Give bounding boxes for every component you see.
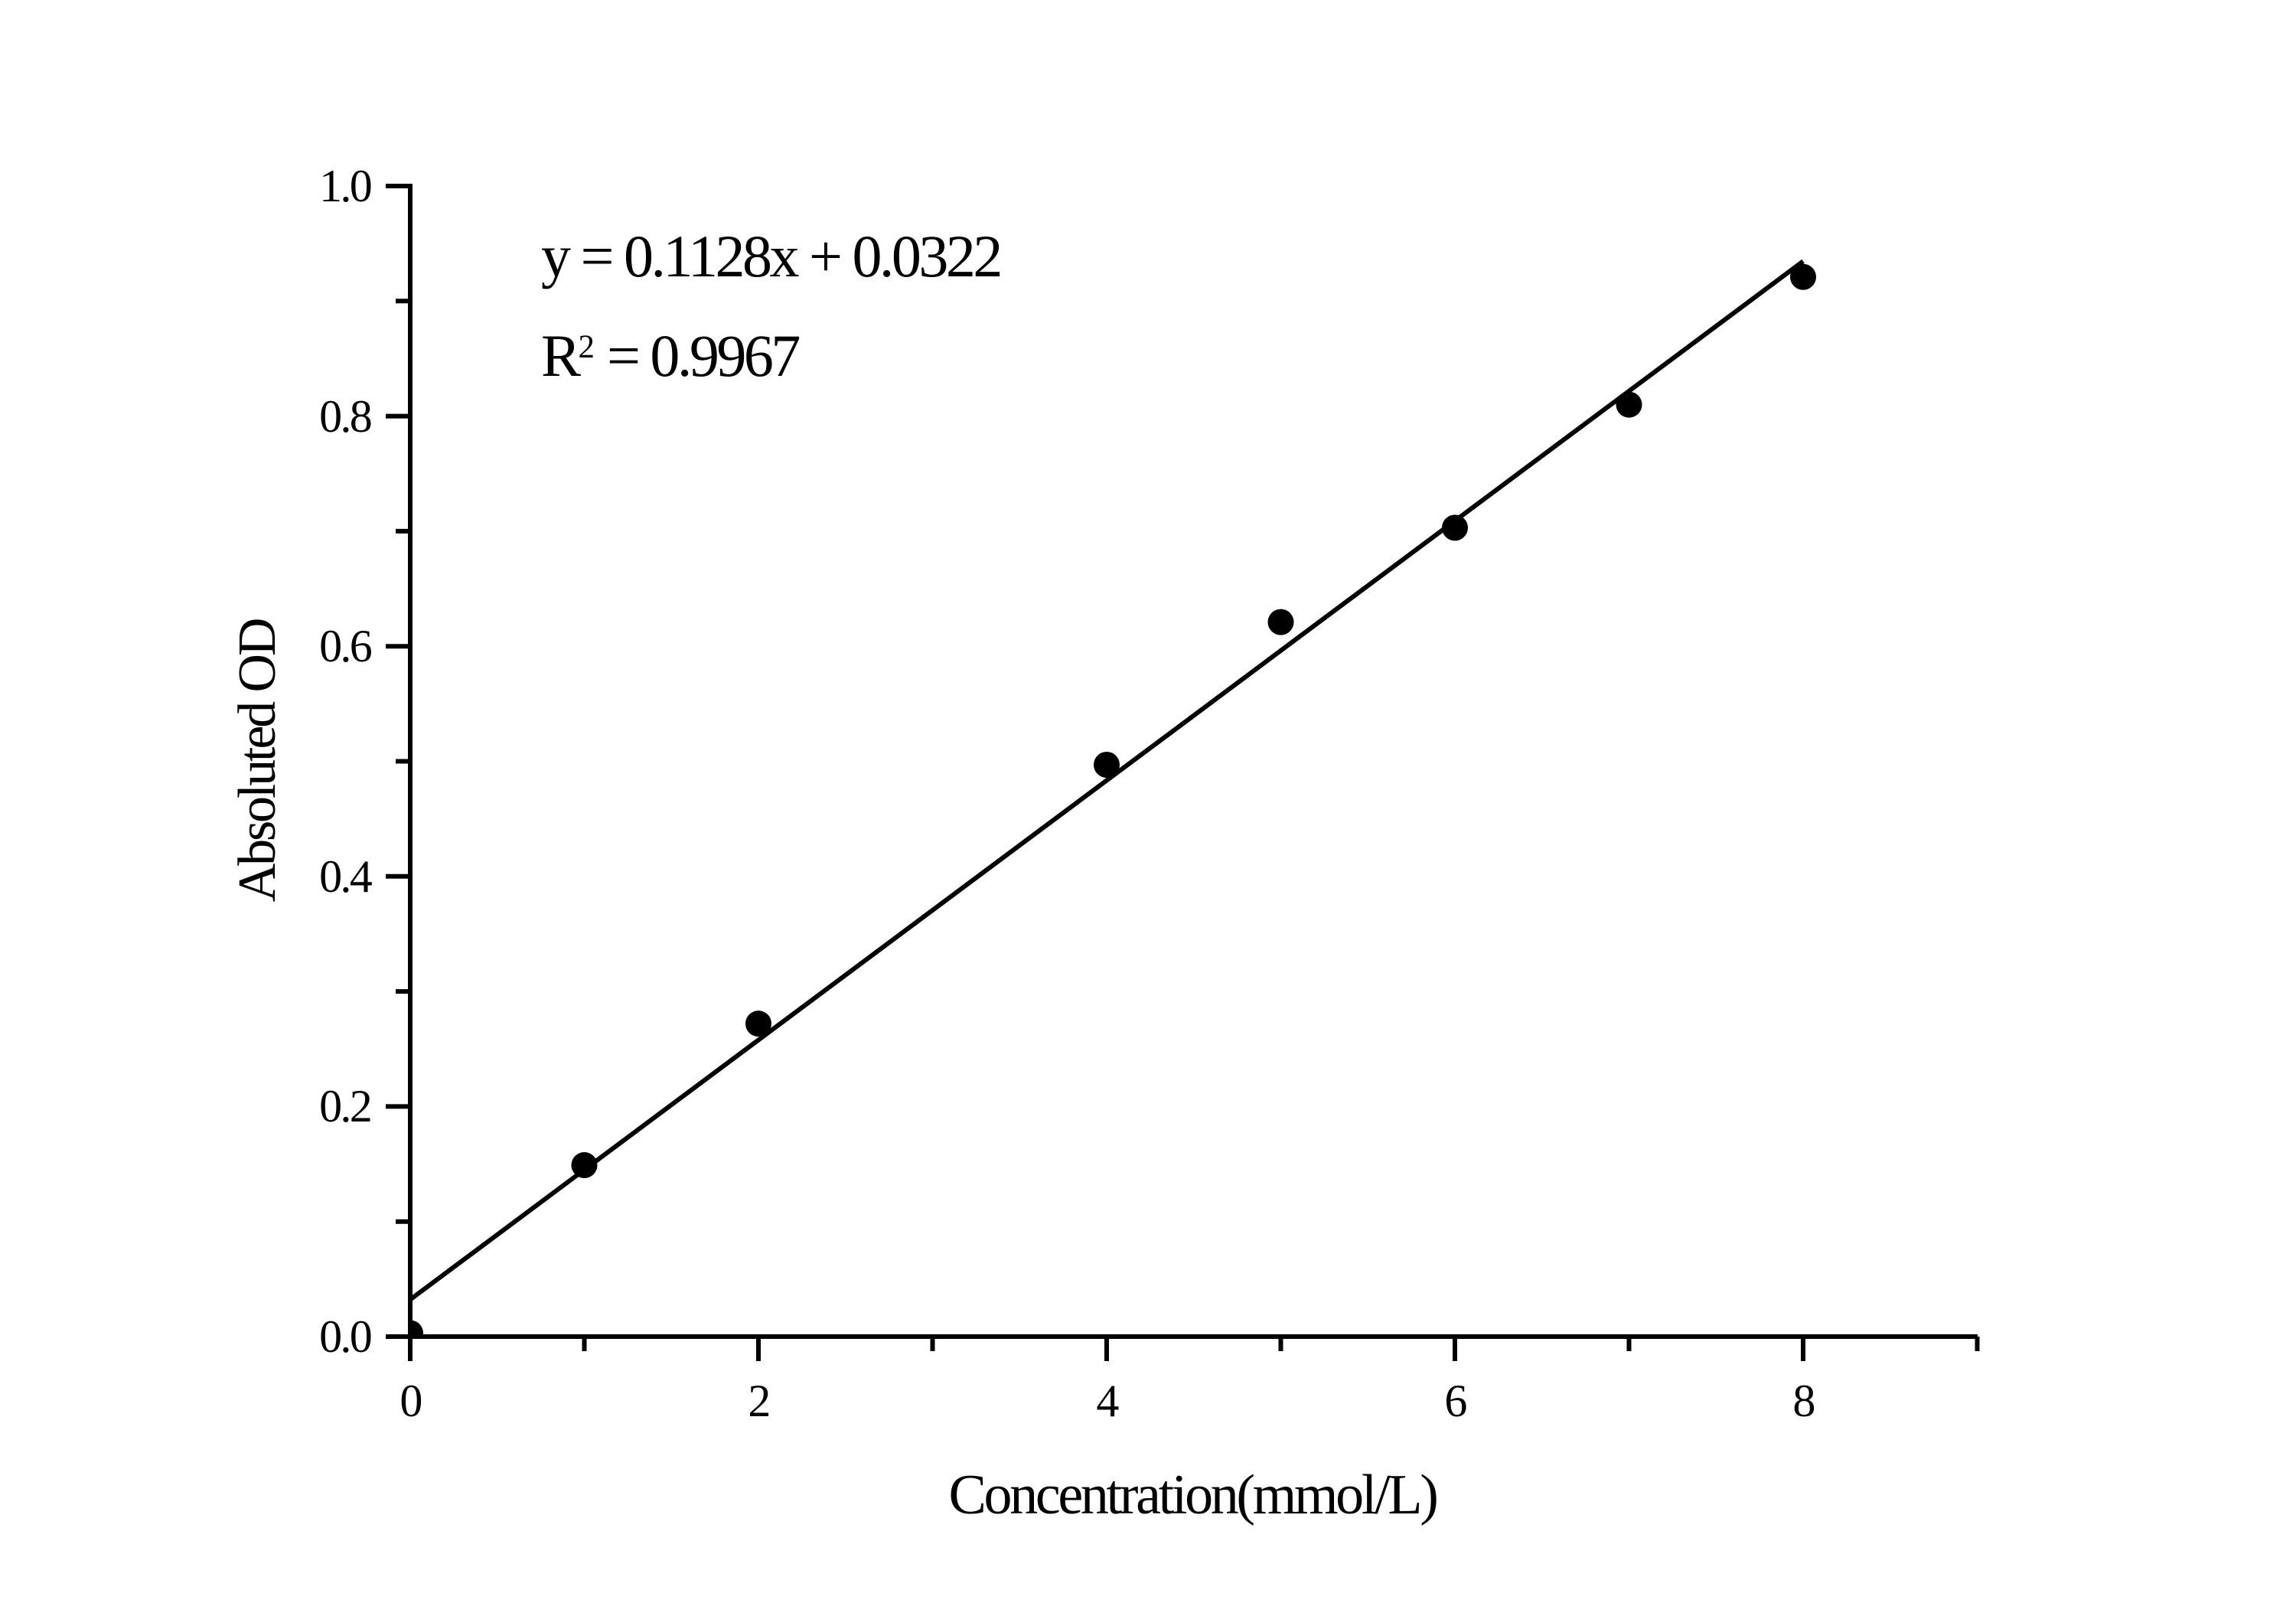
x-tick-label: 8 bbox=[1792, 1376, 1815, 1426]
data-point bbox=[1790, 263, 1816, 290]
data-point bbox=[745, 1010, 771, 1037]
data-point bbox=[1616, 391, 1642, 418]
x-tick-label: 0 bbox=[400, 1376, 422, 1426]
y-tick-label: 1.0 bbox=[319, 161, 373, 211]
r-squared-superscript: 2 bbox=[578, 329, 595, 366]
y-tick-label: 0.6 bbox=[319, 621, 373, 672]
y-tick-label: 0.4 bbox=[319, 850, 373, 902]
y-tick-label: 0.8 bbox=[319, 390, 373, 442]
y-tick-label: 0.0 bbox=[319, 1311, 373, 1362]
x-axis-title: Concentration(mmol/L) bbox=[948, 1464, 1438, 1526]
fit-line bbox=[409, 259, 1805, 1302]
data-point bbox=[571, 1152, 598, 1179]
x-tick-label: 6 bbox=[1444, 1376, 1467, 1426]
data-point bbox=[1094, 752, 1120, 779]
r-squared-base: R bbox=[541, 322, 581, 389]
x-tick-label: 2 bbox=[748, 1376, 771, 1426]
r-squared-value: = 0.9967 bbox=[594, 322, 801, 389]
axes-layer bbox=[386, 184, 1980, 1361]
data-point bbox=[1267, 609, 1294, 635]
data-point bbox=[1442, 514, 1468, 541]
y-axis-title: Absoluted OD bbox=[228, 619, 287, 903]
fit-equation: y = 0.1128x + 0.0322 bbox=[541, 223, 1003, 289]
r-squared: R2 = 0.9967 bbox=[541, 326, 801, 386]
x-tick-label: 4 bbox=[1096, 1376, 1119, 1426]
y-tick-label: 0.2 bbox=[319, 1081, 373, 1132]
data-layer bbox=[408, 259, 1816, 1339]
